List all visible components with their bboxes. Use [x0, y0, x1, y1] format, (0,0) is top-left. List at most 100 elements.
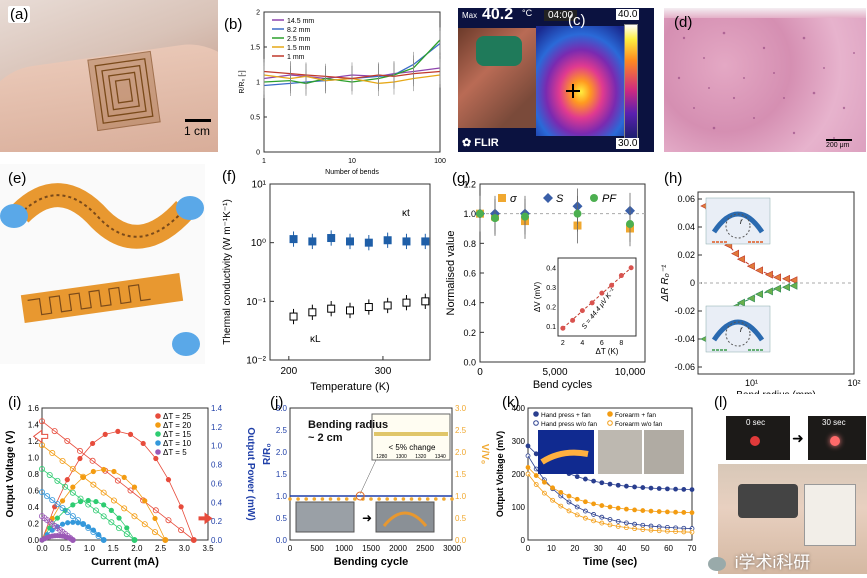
- histology-texture: [677, 31, 855, 139]
- y-tick-label: -0.02: [674, 306, 695, 316]
- y-tick-label: 1.6: [28, 404, 40, 413]
- y-tick-label: 1.0: [28, 454, 40, 463]
- legend-label: S: [556, 193, 564, 205]
- arrow-icon: ➜: [362, 511, 372, 525]
- flir-logo: ✿ FLIR: [462, 137, 499, 149]
- y-tick-label: 1.0: [276, 492, 288, 501]
- x-tick-label: 1.0: [84, 544, 96, 553]
- x-tick-label: 1: [262, 158, 266, 165]
- data-point-compressive: [746, 294, 755, 303]
- data-point-κL: [383, 301, 392, 310]
- plot-frame: [41, 407, 209, 541]
- radius-circle: [725, 321, 751, 347]
- y2-tick-label: 1.0: [455, 492, 467, 501]
- y2-tick-label: 3.0: [455, 404, 467, 413]
- voltage-point: [152, 529, 159, 536]
- x-tick-label: 3.5: [202, 544, 214, 553]
- data-point-V: [328, 497, 333, 501]
- bending-rig-photo-bent: [375, 501, 435, 533]
- max-label: Max: [462, 11, 478, 20]
- y2-tick-label: 2.5: [455, 426, 467, 435]
- y2-axis-label: V/V₀: [479, 444, 490, 465]
- y-tick-label: 0: [256, 150, 260, 157]
- voltage-point: [90, 481, 97, 488]
- data-point-tensile: [755, 266, 763, 275]
- x-tick-label: 0: [288, 544, 293, 553]
- y-tick-label: 0.2: [28, 520, 40, 529]
- y-tick-label: 0: [521, 536, 526, 545]
- panel-c: Max 40.2 °C 04:00 40.0 30.0 ✿ FLIR (c): [458, 8, 654, 152]
- voltage-point: [39, 489, 46, 496]
- glove-bottom: [172, 332, 200, 356]
- green-sensor-inset: [476, 36, 522, 66]
- voltage-point: [123, 531, 130, 538]
- inset-x-tick: 8: [619, 340, 623, 347]
- data-point-κt: [364, 238, 373, 247]
- x-tick-label: 1000: [335, 544, 353, 553]
- x-tick-label: 2000: [389, 544, 407, 553]
- panel-f: (f) 200 300 10⁻² 10⁻¹ 10⁰ 10¹ Temperature (K) T…: [210, 166, 440, 394]
- panel-label-c: (c): [568, 12, 586, 29]
- data-point-κt: [289, 235, 298, 244]
- watermark-text: i学术i科研: [734, 553, 811, 572]
- x-axis-label: Temperature (K): [310, 381, 389, 393]
- x-tick-label: 60: [664, 544, 673, 553]
- voltage-point: [59, 505, 66, 512]
- panel-l: (l) 0 sec ➜ 30 sec: [708, 394, 867, 578]
- voltage-point: [114, 477, 121, 484]
- voltage-point: [76, 447, 83, 454]
- voltage-line: [41, 491, 104, 541]
- x-tick-label: 20: [570, 544, 579, 553]
- device-photo-1: [598, 430, 642, 474]
- x-tick-label: 3000: [443, 544, 461, 553]
- y-tick-label: 0.6: [28, 487, 40, 496]
- data-point-V: [304, 497, 308, 501]
- y2-tick-label: 0.4: [211, 498, 223, 507]
- bending-note-value: ~ 2 cm: [308, 432, 343, 444]
- data-point-κt: [327, 234, 336, 243]
- inset-frame: [371, 413, 451, 461]
- data-point-PF: [521, 212, 529, 221]
- data-point-κt: [308, 237, 317, 246]
- legend-marker: [533, 411, 539, 417]
- x-tick-label: 10¹: [745, 378, 758, 388]
- data-point-V: [434, 497, 438, 501]
- y2-tick-label: 0.8: [211, 461, 223, 470]
- power-curve: [41, 500, 135, 541]
- y-tick-label: 0.0: [276, 536, 288, 545]
- y-axis-label: R/R₀ [-]: [239, 70, 246, 93]
- chart-b: 1 10 100 0 0.5 1 1.5 2 Number of bends R/R₀ [-] 14…: [239, 10, 446, 177]
- series-line-2: [527, 455, 693, 529]
- x-tick-label: 500: [310, 544, 324, 553]
- teg-device: [738, 484, 798, 518]
- x-tick-label: 0: [526, 544, 531, 553]
- voltage-point: [39, 466, 46, 473]
- data-point-V: [336, 497, 341, 501]
- inset-x-tick: 2: [561, 340, 565, 347]
- watermark: i学术i科研: [708, 548, 810, 573]
- inset-point: [570, 317, 576, 323]
- panel-label-d: (d): [674, 14, 693, 31]
- legend-marker: [155, 431, 161, 437]
- y-tick-label: 10⁰: [251, 238, 266, 249]
- data-point-compressive: [764, 287, 773, 296]
- inset-y-tick: 0.3: [546, 285, 556, 292]
- voltage-point: [51, 428, 58, 435]
- y-tick-label: 0.8: [28, 470, 40, 479]
- device-photo-2: [644, 430, 684, 474]
- data-point-compressive: [773, 284, 782, 293]
- voltage-point: [44, 493, 51, 500]
- schematic-inset: [705, 305, 771, 353]
- inset-x-tick: 6: [600, 340, 604, 347]
- data-point-compressive: [736, 298, 745, 307]
- legend-label: σ: [510, 193, 517, 205]
- scale-bar: [185, 119, 211, 122]
- legend-label: Hand press w/o fan: [541, 421, 597, 428]
- data-point-V: [393, 497, 398, 501]
- y-axis-label: ΔR R₀⁻¹: [660, 264, 671, 302]
- x-tick-label: 10: [348, 158, 356, 165]
- data-point-κt: [402, 237, 411, 246]
- y-tick-label: 0.5: [250, 115, 260, 122]
- y-tick-label: -0.04: [674, 334, 695, 344]
- inset-frame: [557, 257, 637, 337]
